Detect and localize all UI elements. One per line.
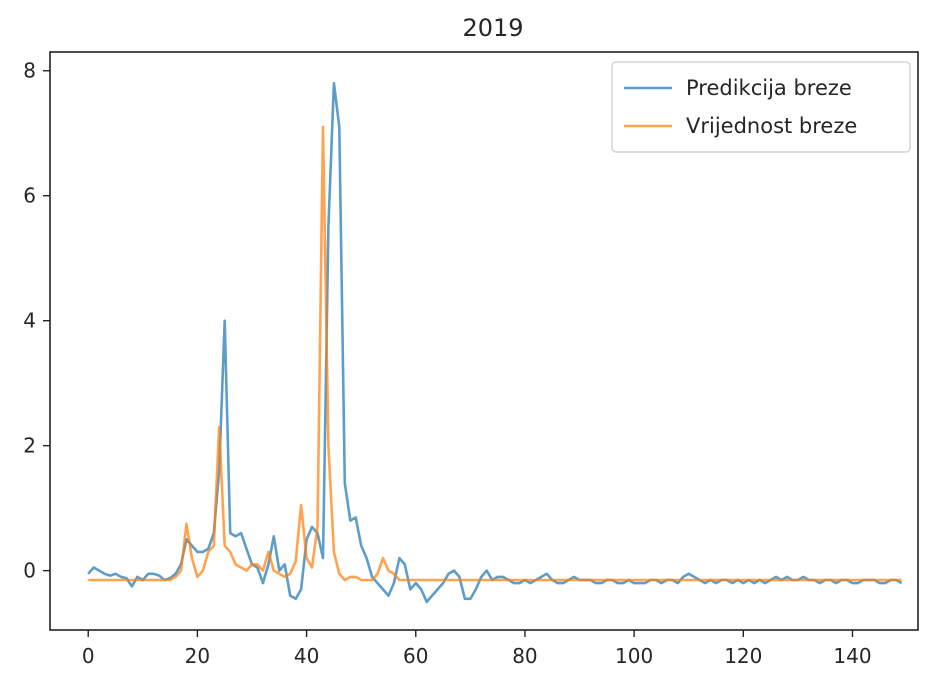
legend-label-1: Predikcija breze [686,76,852,100]
series-layer [87,81,903,604]
x-tick-label: 80 [512,644,537,668]
y-tick-label: 2 [23,434,36,458]
plot-frame [49,51,919,631]
x-tick-label: 60 [403,644,428,668]
series-line-1 [87,81,903,604]
x-tick-label: 0 [82,644,95,668]
x-tick-label: 140 [833,644,871,668]
x-axis: 0 20 40 60 80 100 120 140 [82,630,872,668]
y-tick-label: 0 [23,559,36,583]
y-axis: 0 2 4 6 8 [23,59,50,583]
y-tick-label: 4 [23,309,36,333]
y-tick-label: 8 [23,59,36,83]
legend-label-2: Vrijednost breze [686,114,857,138]
plot-area [49,51,919,631]
x-tick-label: 40 [294,644,319,668]
series-line-2 [88,125,902,582]
legend: Predikcija breze Vrijednost breze [611,61,911,153]
x-tick-label: 20 [185,644,210,668]
x-tick-label: 120 [724,644,762,668]
x-tick-label: 100 [615,644,653,668]
y-tick-label: 6 [23,184,36,208]
legend-box [611,61,911,153]
chart-title: 2019 [462,14,523,42]
